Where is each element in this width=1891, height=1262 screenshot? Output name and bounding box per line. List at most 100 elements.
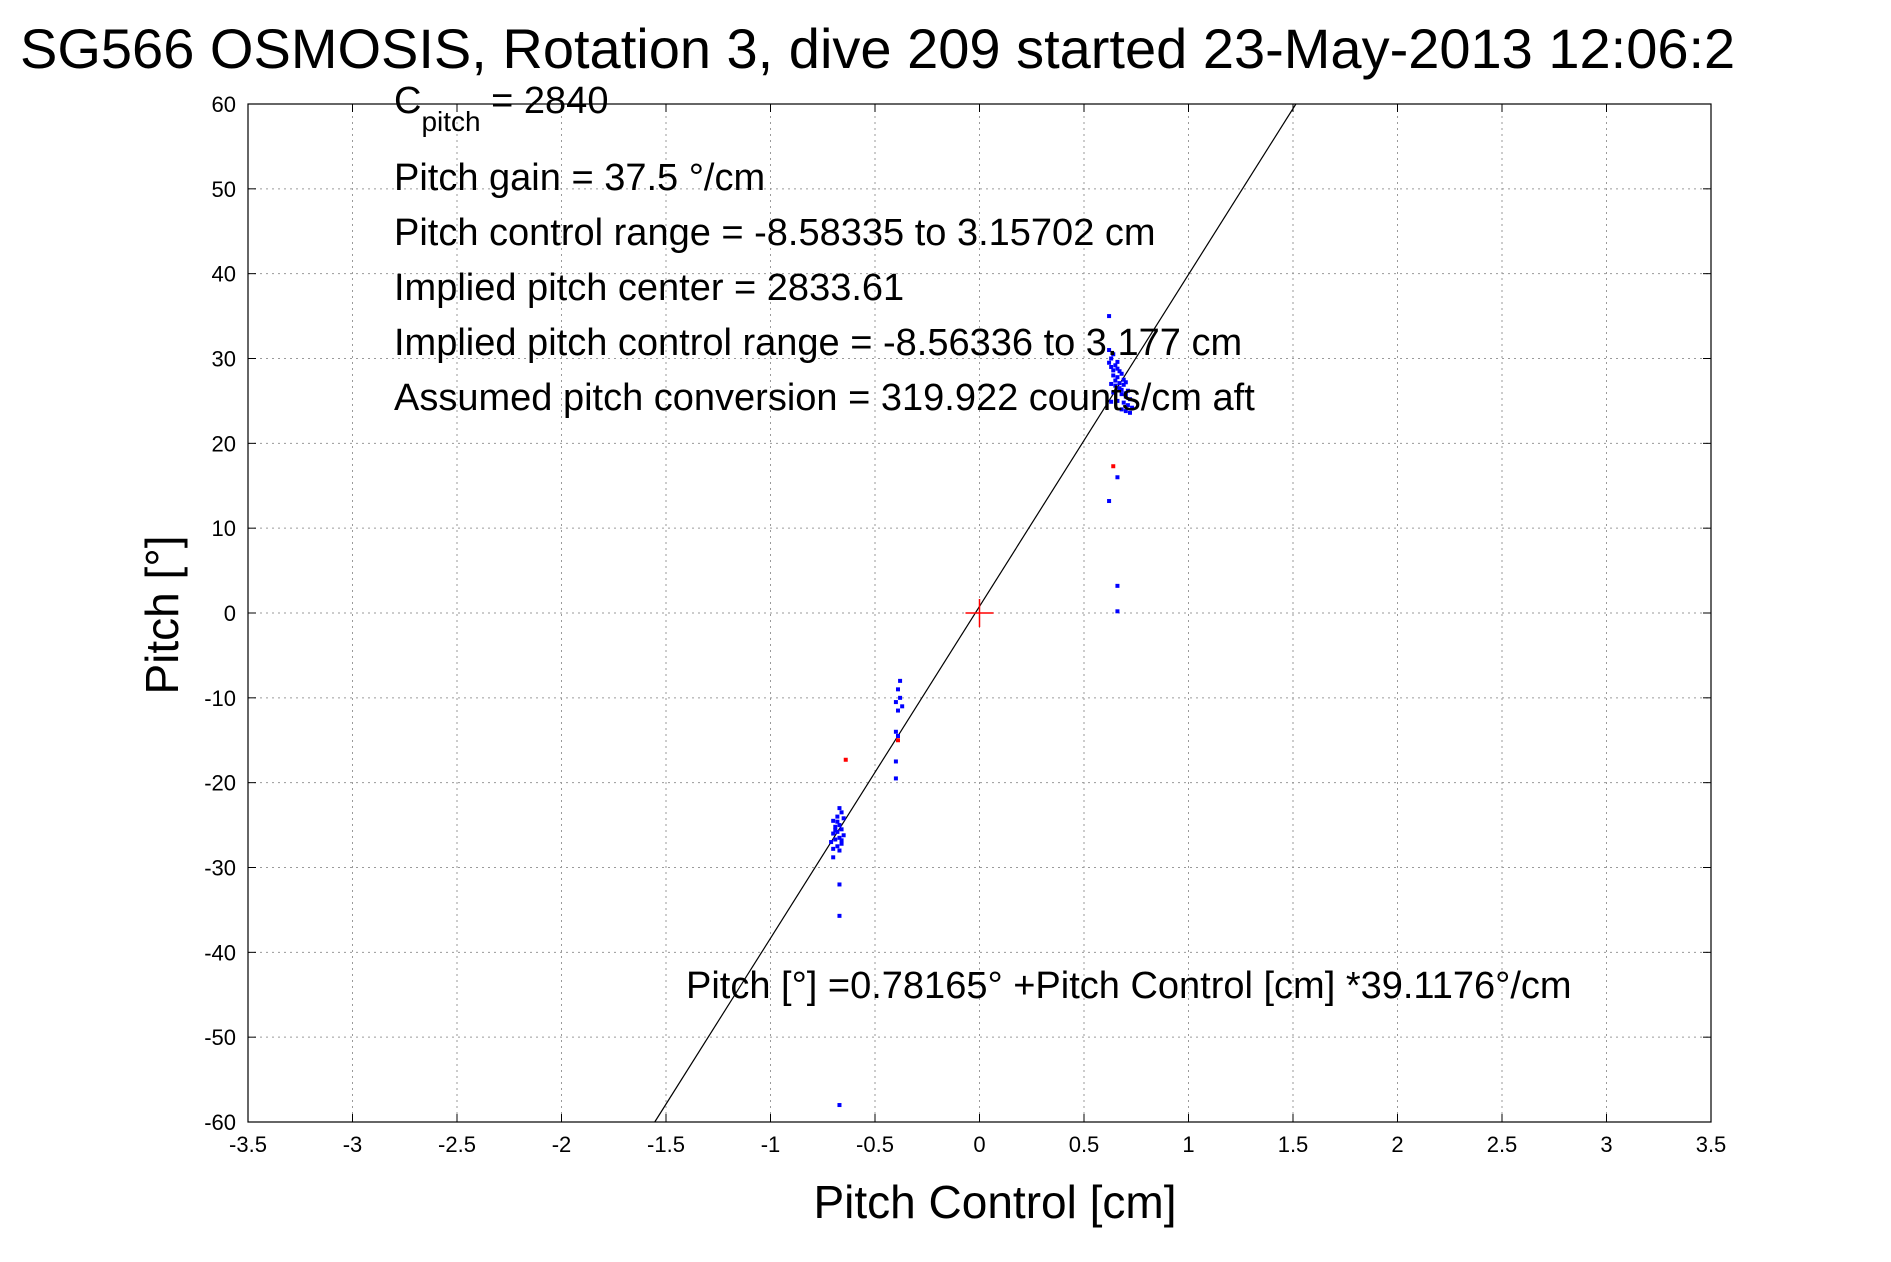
data-point [835, 844, 840, 849]
assumed-pitch-conversion-annotation: Assumed pitch conversion = 319.922 count… [394, 377, 1255, 419]
annotation-block: Cpitch = 2840 Pitch gain = 37.5 °/cm Pit… [394, 80, 1255, 419]
x-tick-label: -1 [761, 1132, 781, 1157]
data-points [829, 314, 1135, 1108]
data-point [1127, 397, 1132, 402]
x-tick-label: -3 [343, 1132, 363, 1157]
data-point [837, 1103, 842, 1108]
data-point [893, 776, 898, 781]
data-point [837, 835, 842, 840]
data-point [895, 687, 900, 692]
data-point [898, 678, 903, 683]
data-point [1117, 386, 1122, 391]
data-point [895, 738, 900, 743]
data-point [1115, 609, 1120, 614]
data-point [1109, 364, 1114, 369]
data-point [1111, 464, 1116, 469]
data-point [1109, 399, 1114, 404]
data-point [1123, 380, 1128, 385]
data-point [1115, 375, 1120, 380]
data-point [837, 848, 842, 853]
y-axis-label: Pitch [°] [136, 535, 188, 694]
c-pitch-annotation: Cpitch = 2840 [394, 80, 608, 137]
data-point [1123, 391, 1128, 396]
x-axis-label: Pitch Control [cm] [814, 1176, 1177, 1228]
data-point [843, 757, 848, 762]
y-tick-label: -60 [204, 1110, 236, 1135]
y-tick-label: 60 [212, 92, 236, 117]
x-tick-label: 2.5 [1487, 1132, 1518, 1157]
data-point [895, 734, 900, 739]
data-point [893, 759, 898, 764]
data-point [1121, 400, 1126, 405]
data-point [1119, 387, 1124, 392]
x-tick-label: -3.5 [229, 1132, 267, 1157]
data-point [837, 823, 842, 828]
x-tick-label: -2.5 [438, 1132, 476, 1157]
pitch-gain-annotation: Pitch gain = 37.5 °/cm [394, 157, 765, 199]
data-point [1119, 407, 1124, 412]
data-point [1123, 394, 1128, 399]
data-point [835, 819, 840, 824]
plot-frame [247, 103, 1712, 1123]
y-tick-label: -40 [204, 940, 236, 965]
data-point [831, 855, 836, 860]
y-tick-label: -50 [204, 1025, 236, 1050]
data-point [893, 700, 898, 705]
data-point [1111, 390, 1116, 395]
x-tick-label: 0.5 [1069, 1132, 1100, 1157]
data-point [831, 846, 836, 851]
data-point [837, 882, 842, 887]
x-tick-label: -1.5 [647, 1132, 685, 1157]
data-point [833, 828, 838, 833]
data-point [1109, 356, 1114, 361]
data-point [841, 833, 846, 838]
data-point [1119, 371, 1124, 376]
data-point [1115, 398, 1120, 403]
y-tick-label: 10 [212, 516, 236, 541]
data-point [1113, 378, 1118, 383]
data-point [1127, 410, 1132, 415]
y-tick-label: 0 [224, 601, 236, 626]
data-point [1107, 360, 1112, 365]
center-marker-layer [965, 599, 994, 627]
data-point [1130, 405, 1135, 410]
data-point [837, 913, 842, 918]
data-point [1107, 314, 1112, 319]
c-pitch-value: = 2840 [481, 80, 609, 122]
data-point [1121, 377, 1126, 382]
data-point [833, 837, 838, 842]
x-tick-label: 0 [973, 1132, 985, 1157]
c-pitch-subscript: pitch [421, 106, 480, 137]
data-point [1113, 383, 1118, 388]
data-point [839, 838, 844, 843]
data-point [1109, 381, 1114, 386]
data-point [1115, 366, 1120, 371]
x-tick-label: 3 [1600, 1132, 1612, 1157]
data-point [898, 695, 903, 700]
data-point [1113, 363, 1118, 368]
data-point [1107, 348, 1112, 353]
data-point [831, 818, 836, 823]
fit-equation-annotation: Pitch [°] =0.78165° +Pitch Control [cm] … [686, 965, 1572, 1007]
data-point [839, 841, 844, 846]
data-point [1107, 499, 1112, 504]
data-point [839, 827, 844, 832]
data-point [1111, 373, 1116, 378]
data-point [1115, 583, 1120, 588]
data-point [1125, 388, 1130, 393]
x-tick-label: 3.5 [1696, 1132, 1727, 1157]
data-point [841, 816, 846, 821]
pitch-control-range-annotation: Pitch control range = -8.58335 to 3.1570… [394, 212, 1156, 254]
data-point [833, 824, 838, 829]
x-tick-label: 1.5 [1278, 1132, 1309, 1157]
data-point [900, 704, 905, 709]
y-tick-label: 50 [212, 177, 236, 202]
data-point [835, 829, 840, 834]
data-point [1121, 382, 1126, 387]
chart-title: SG566 OSMOSIS, Rotation 3, dive 209 star… [20, 17, 1735, 80]
x-tick-label: -0.5 [856, 1132, 894, 1157]
data-point [839, 810, 844, 815]
data-point [1115, 359, 1120, 364]
y-tick-label: 30 [212, 347, 236, 372]
